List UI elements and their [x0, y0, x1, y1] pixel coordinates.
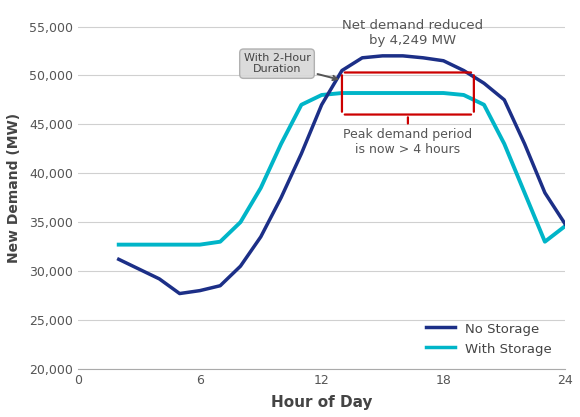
- With Storage: [541, 239, 548, 244]
- Text: Net demand reduced
by 4,249 MW: Net demand reduced by 4,249 MW: [342, 19, 484, 47]
- With Storage: [480, 102, 487, 107]
- No Storage: [521, 141, 528, 146]
- With Storage: [176, 242, 183, 247]
- No Storage: [379, 53, 386, 58]
- With Storage: [258, 186, 264, 191]
- With Storage: [217, 239, 224, 244]
- X-axis label: Hour of Day: Hour of Day: [271, 395, 372, 410]
- No Storage: [440, 58, 447, 63]
- No Storage: [156, 276, 163, 281]
- No Storage: [298, 151, 305, 156]
- No Storage: [561, 221, 568, 226]
- With Storage: [521, 190, 528, 195]
- Text: Peak demand period
is now > 4 hours: Peak demand period is now > 4 hours: [343, 128, 473, 156]
- With Storage: [237, 220, 244, 225]
- With Storage: [136, 242, 143, 247]
- No Storage: [420, 55, 427, 60]
- With Storage: [298, 102, 305, 107]
- With Storage: [359, 90, 366, 95]
- No Storage: [461, 68, 467, 73]
- With Storage: [561, 224, 568, 229]
- With Storage: [115, 242, 122, 247]
- No Storage: [176, 291, 183, 296]
- With Storage: [461, 93, 467, 98]
- With Storage: [400, 90, 407, 95]
- No Storage: [318, 102, 325, 107]
- With Storage: [197, 242, 204, 247]
- With Storage: [440, 90, 447, 95]
- With Storage: [156, 242, 163, 247]
- No Storage: [237, 264, 244, 269]
- With Storage: [278, 141, 285, 146]
- No Storage: [258, 234, 264, 239]
- No Storage: [541, 190, 548, 195]
- No Storage: [480, 81, 487, 86]
- Y-axis label: New Demand (MW): New Demand (MW): [7, 113, 21, 263]
- With Storage: [501, 141, 508, 146]
- With Storage: [339, 90, 346, 95]
- Line: No Storage: No Storage: [119, 56, 565, 294]
- No Storage: [339, 68, 346, 73]
- No Storage: [400, 53, 407, 58]
- No Storage: [501, 97, 508, 102]
- With Storage: [420, 90, 427, 95]
- No Storage: [197, 288, 204, 293]
- Text: With 2-Hour
Duration: With 2-Hour Duration: [244, 53, 337, 80]
- No Storage: [359, 55, 366, 60]
- Line: With Storage: With Storage: [119, 93, 565, 245]
- With Storage: [379, 90, 386, 95]
- No Storage: [115, 257, 122, 262]
- Legend: No Storage, With Storage: No Storage, With Storage: [419, 316, 559, 362]
- With Storage: [318, 93, 325, 98]
- No Storage: [278, 195, 285, 200]
- No Storage: [217, 283, 224, 288]
